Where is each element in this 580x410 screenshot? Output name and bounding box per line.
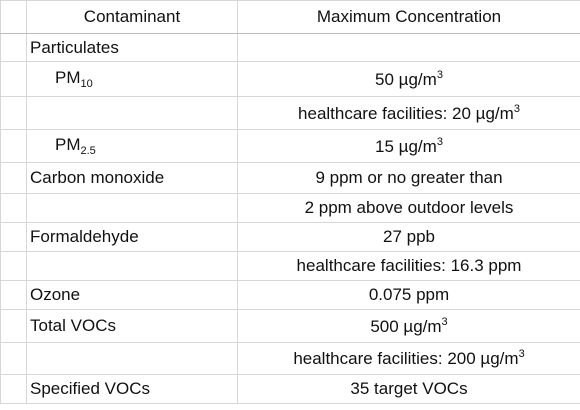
table-row: Total VOCs 500 µg/m3 [0,309,580,343]
header-cell: Contaminant [26,0,238,34]
concentration-cell: 500 µg/m3 [237,309,580,343]
contaminant-cell: PM10 [26,61,238,97]
concentration-cell: healthcare facilities: 200 µg/m3 [237,342,580,375]
superscript: 3 [436,68,443,81]
concentration-cell: 0.075 ppm [237,280,580,310]
cell-text: Specified VOCs [30,379,150,398]
blank-cell [0,374,27,404]
cell-text: 9 ppm or no greater than [315,168,503,187]
superscript: 3 [513,102,520,115]
table-body: Particulates PM10 50 µg/m3 healthcare facil… [0,33,580,404]
cell-text: 2 ppm above outdoor levels [304,198,514,217]
contaminant-cell: Carbon monoxide [26,162,238,194]
cell-text: Carbon monoxide [30,168,165,187]
cell-text: healthcare facilities: 200 µg/m [293,349,519,368]
table-row: Carbon monoxide 9 ppm or no greater than [0,162,580,194]
table-row: Formaldehyde 27 ppb [0,222,580,252]
cell-text: PM [55,135,81,154]
cell-text: healthcare facilities: 16.3 ppm [296,256,522,275]
blank-cell [0,96,27,130]
contaminant-cell [26,193,238,223]
concentration-cell: 50 µg/m3 [237,61,580,97]
blank-cell [0,162,27,194]
blank-cell [0,0,27,34]
superscript: 3 [518,348,525,360]
blank-cell [0,251,27,281]
table-row: Specified VOCs 35 target VOCs [0,374,580,404]
concentration-cell: 35 target VOCs [237,374,580,404]
concentration-cell: healthcare facilities: 16.3 ppm [237,251,580,281]
superscript: 3 [441,315,448,328]
blank-cell [0,342,27,375]
table-row: PM10 50 µg/m3 [0,61,580,97]
contaminant-cell: Specified VOCs [26,374,238,404]
contaminant-cell: Ozone [26,280,238,310]
blank-cell [0,309,27,343]
blank-cell [0,193,27,223]
concentration-cell [237,33,580,62]
table-row: healthcare facilities: 20 µg/m3 [0,96,580,130]
contaminant-cell: Particulates [26,33,238,62]
table-row: 2 ppm above outdoor levels [0,193,580,223]
blank-cell [0,280,27,310]
blank-cell [0,129,27,163]
table-row: healthcare facilities: 200 µg/m3 [0,342,580,375]
header-row: Contaminant Maximum Concentration [0,0,580,34]
subscript: 10 [80,78,93,90]
header-cell: Maximum Concentration [237,0,580,34]
cell-text: Particulates [30,37,119,57]
contaminant-cell: PM2.5 [26,129,238,163]
concentration-cell: 9 ppm or no greater than [237,162,580,194]
cell-text: Formaldehyde [30,227,139,246]
concentration-cell: 27 ppb [237,222,580,252]
concentration-cell: 15 µg/m3 [237,129,580,163]
cell-text: 35 target VOCs [350,379,468,398]
subscript: 2.5 [80,145,96,157]
concentration-cell: healthcare facilities: 20 µg/m3 [237,96,580,130]
cell-text: Ozone [30,285,81,304]
cell-text: 27 ppb [383,227,435,246]
table-row: Particulates [0,33,580,62]
contaminant-cell [26,251,238,281]
table-row: Ozone 0.075 ppm [0,280,580,310]
cell-text: Total VOCs [30,316,116,335]
concentration-cell: 2 ppm above outdoor levels [237,193,580,223]
contaminant-cell [26,96,238,130]
blank-cell [0,222,27,252]
cell-text: healthcare facilities: 20 µg/m [298,103,514,123]
cell-text: 500 µg/m [370,316,442,336]
cell-text: PM [55,68,81,87]
superscript: 3 [436,135,443,148]
cell-text: 15 µg/m [375,136,437,156]
contaminant-cell: Formaldehyde [26,222,238,252]
contaminant-cell: Total VOCs [26,309,238,343]
table-row: PM2.5 15 µg/m3 [0,129,580,163]
cell-text: 0.075 ppm [368,285,450,304]
blank-cell [0,33,27,62]
table-row: healthcare facilities: 16.3 ppm [0,251,580,281]
contaminant-cell [26,342,238,375]
cell-text: 50 µg/m [375,69,437,89]
blank-cell [0,61,27,97]
